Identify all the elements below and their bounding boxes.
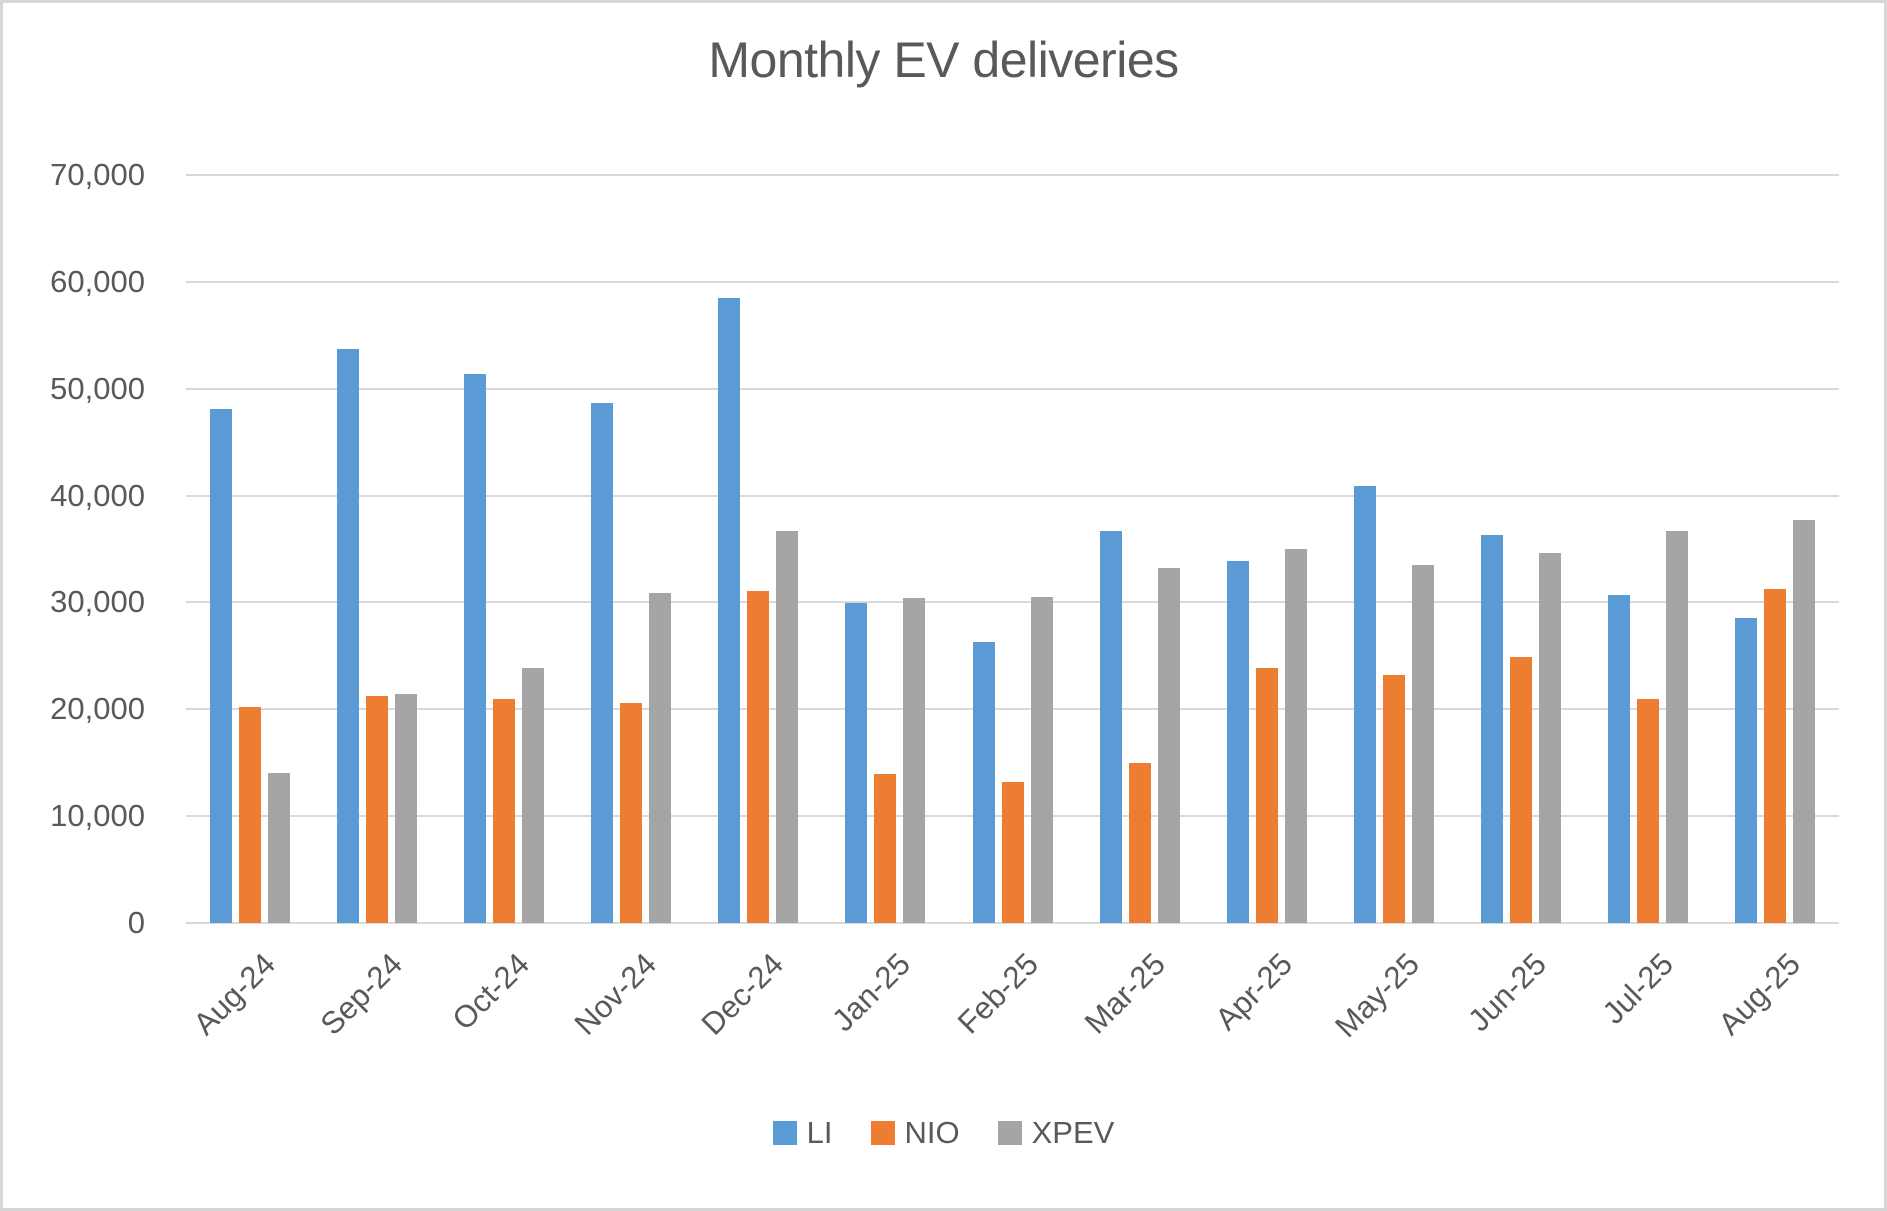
bar-LI-Feb-25 xyxy=(972,641,995,923)
bar-XPEV-Jun-25 xyxy=(1539,553,1562,923)
gridline xyxy=(186,387,1839,390)
legend-label: NIO xyxy=(904,1115,960,1150)
bar-LI-Aug-25 xyxy=(1735,618,1758,923)
bar-LI-Oct-24 xyxy=(463,373,486,923)
bar-NIO-May-25 xyxy=(1382,675,1405,923)
chart-title: Monthly EV deliveries xyxy=(708,32,1179,88)
bar-NIO-Aug-24 xyxy=(238,707,261,923)
bar-NIO-Apr-25 xyxy=(1255,667,1278,923)
bar-LI-Nov-24 xyxy=(591,402,614,923)
y-tick-label: 20,000 xyxy=(50,691,145,727)
gridline xyxy=(186,708,1839,711)
bar-LI-Dec-24 xyxy=(718,297,741,923)
bar-XPEV-Oct-24 xyxy=(521,667,544,923)
bar-NIO-Dec-24 xyxy=(747,590,770,923)
bar-XPEV-Aug-24 xyxy=(267,773,290,923)
bar-LI-Jul-25 xyxy=(1608,594,1631,923)
bar-XPEV-Jan-25 xyxy=(903,598,926,923)
bar-LI-Aug-24 xyxy=(209,409,232,923)
x-axis-line xyxy=(186,922,1839,924)
legend-item-XPEV: XPEV xyxy=(997,1115,1115,1151)
y-tick-label: 30,000 xyxy=(50,584,145,620)
y-tick-label: 70,000 xyxy=(50,157,145,192)
legend-swatch-LI xyxy=(772,1121,797,1145)
bar-XPEV-Nov-24 xyxy=(649,592,672,923)
bar-LI-Jan-25 xyxy=(845,603,868,923)
legend-label: XPEV xyxy=(1031,1115,1115,1150)
y-tick-label: 40,000 xyxy=(50,477,145,513)
bar-LI-Apr-25 xyxy=(1226,560,1249,923)
gridline xyxy=(186,280,1839,283)
bar-NIO-Jul-25 xyxy=(1637,698,1660,923)
bar-LI-Sep-24 xyxy=(336,349,359,923)
bar-XPEV-Aug-25 xyxy=(1793,520,1816,923)
gridline xyxy=(186,494,1839,497)
y-tick-label: 60,000 xyxy=(50,263,145,299)
legend-swatch-XPEV xyxy=(997,1121,1022,1145)
bar-XPEV-May-25 xyxy=(1411,565,1434,923)
bar-XPEV-Feb-25 xyxy=(1030,597,1053,923)
y-tick-label: 10,000 xyxy=(50,798,145,834)
bar-XPEV-Apr-25 xyxy=(1284,549,1307,923)
legend-item-NIO: NIO xyxy=(870,1115,960,1151)
legend-item-LI: LI xyxy=(772,1115,833,1151)
y-tick-label: 0 xyxy=(127,905,145,940)
bar-NIO-Sep-24 xyxy=(365,696,388,923)
bar-NIO-Oct-24 xyxy=(492,698,515,923)
bar-NIO-Jun-25 xyxy=(1510,656,1533,923)
bar-LI-Mar-25 xyxy=(1099,530,1122,923)
gridline xyxy=(186,601,1839,604)
legend: LI NIO XPEV xyxy=(3,1115,1884,1151)
gridline xyxy=(186,174,1839,176)
bar-XPEV-Jul-25 xyxy=(1666,530,1689,923)
bar-NIO-Nov-24 xyxy=(620,702,643,923)
bar-XPEV-Mar-25 xyxy=(1157,568,1180,923)
bar-LI-Jun-25 xyxy=(1481,535,1504,923)
legend-swatch-NIO xyxy=(870,1121,895,1145)
bar-NIO-Jan-25 xyxy=(874,774,897,923)
bar-NIO-Mar-25 xyxy=(1128,762,1151,923)
bar-XPEV-Dec-24 xyxy=(776,530,799,923)
legend-label: LI xyxy=(806,1115,833,1150)
bar-NIO-Aug-25 xyxy=(1764,588,1787,923)
bar-LI-May-25 xyxy=(1353,485,1376,923)
bar-XPEV-Sep-24 xyxy=(394,694,417,923)
y-tick-label: 50,000 xyxy=(50,370,145,406)
bar-NIO-Feb-25 xyxy=(1001,781,1024,923)
